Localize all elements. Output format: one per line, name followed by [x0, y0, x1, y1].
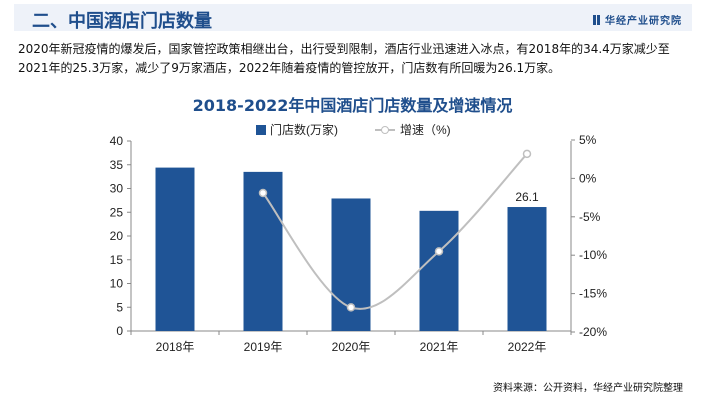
left-tick-label: 5 [116, 300, 123, 314]
bar-2019年 [243, 171, 283, 331]
header-band: 二、中国酒店门店数量 华经产业研究院 [14, 4, 692, 32]
brand-icon [596, 15, 600, 25]
growth-point [434, 247, 444, 256]
left-tick-label: 15 [110, 253, 124, 267]
left-tick-label: 0 [116, 324, 123, 338]
growth-point [346, 303, 356, 312]
growth-line [262, 153, 528, 310]
x-tick-label: 2019年 [244, 340, 283, 354]
bar-2022年 [507, 207, 547, 331]
description-paragraph: 2020年新冠疫情的爆发后，国家管控政策相继出台，出行受到限制，酒店行业迅速进入… [18, 42, 670, 75]
left-tick-label: 30 [110, 182, 124, 196]
right-tick-label: 0% [579, 171, 597, 185]
legend-bar-swatch [256, 125, 266, 135]
left-tick-label: 10 [110, 277, 124, 291]
x-tick-label: 2021年 [420, 340, 459, 354]
left-tick-label: 25 [110, 205, 124, 219]
left-tick-label: 40 [110, 134, 124, 148]
x-tick-label: 2022年 [508, 340, 547, 354]
right-tick-label: 5% [579, 133, 597, 147]
source-note: 资料来源：公开资料，华经产业研究院整理 [493, 383, 683, 394]
bar-2018年 [155, 167, 195, 331]
x-tick-label: 2020年 [332, 340, 371, 354]
legend-line-marker [381, 126, 389, 134]
section-title: 二、中国酒店门店数量 [32, 11, 212, 32]
bar-data-label: 26.1 [515, 190, 539, 204]
chart-title: 2018-2022年中国酒店门店数量及增速情况 [192, 96, 513, 115]
brand-logo: 华经产业研究院 [592, 12, 682, 27]
right-tick-label: -15% [579, 287, 607, 301]
left-tick-label: 20 [110, 229, 124, 243]
growth-point [522, 149, 532, 159]
legend-bar-label: 门店数(万家) [270, 122, 338, 137]
brand-icon [592, 15, 596, 25]
right-tick-label: -20% [579, 325, 607, 339]
legend-line-label: 增速（%) [400, 123, 451, 137]
left-tick-label: 35 [110, 158, 124, 172]
brand-name: 华经产业研究院 [605, 16, 682, 27]
x-tick-label: 2018年 [156, 340, 195, 354]
right-tick-label: -10% [579, 248, 607, 262]
growth-point [258, 188, 268, 198]
right-tick-label: -5% [579, 210, 601, 224]
bar-2021年 [419, 210, 459, 331]
